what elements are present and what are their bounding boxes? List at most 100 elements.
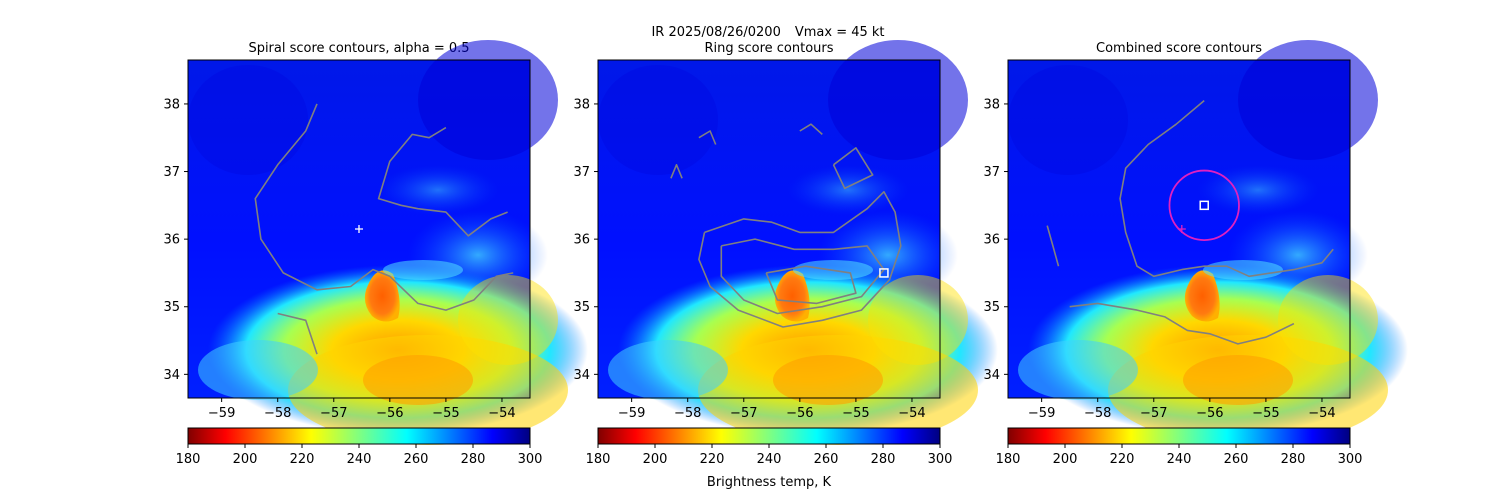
marker-group [879,268,889,278]
score-contour [254,103,514,311]
colorbar-tick-label: 220 [700,452,725,467]
colorbar-tick-label: 180 [176,452,201,467]
suptitle: IR 2025/08/26/0200 Vmax = 45 kt [651,25,884,40]
colorbar-label: Brightness temp, K [707,475,832,490]
colorbar-ticks: 180 200 220 240 260 280 300 [176,444,543,467]
colorbar-tick-label: 200 [233,452,258,467]
colorbar-tick-label: 220 [290,452,315,467]
x-axis: −59 −58 −57 −56 −55 −54 [1028,398,1336,421]
best-fit-marker [1199,200,1209,211]
x-tick-label: −54 [488,406,515,421]
y-tick-label: 35 [573,300,590,315]
score-contour [377,126,508,237]
colorbar-tick-label: 240 [347,452,372,467]
score-contour [720,238,885,315]
colorbar-tick-label: 240 [757,452,782,467]
panel-spiral: Spiral score contours, alpha = 0.5 −59 −5… [163,40,588,467]
fit-ring [1168,169,1240,242]
colorbar-tick-label: 240 [1167,452,1192,467]
x-tick-label: −57 [730,406,757,421]
y-tick-label: 38 [573,97,590,112]
contour-group [1046,99,1334,345]
colorbar-tick-label: 300 [518,452,543,467]
axes-frame [1007,59,1351,399]
panel-combined: Combined score contours −59 −58 −57 −56 −55−… [983,40,1408,467]
colorbar-tick-label: 200 [643,452,668,467]
y-tick-label: 34 [983,368,1000,383]
x-tick-label: −55 [432,406,459,421]
score-contour [1046,225,1060,267]
contour-group [670,123,902,328]
colorbar [597,427,941,445]
center-marker [355,225,363,233]
contour-group [254,103,514,355]
colorbar-tick-label: 260 [1224,452,1249,467]
y-axis: 34 35 36 37 38 [163,97,188,383]
colorbar-tick-label: 300 [1338,452,1363,467]
y-tick-label: 36 [163,233,180,248]
x-tick-label: −56 [1196,406,1223,421]
center-marker [1177,225,1186,233]
colorbar-tick-label: 260 [814,452,839,467]
score-contour [698,191,902,328]
colorbar-tick-label: 220 [1110,452,1135,467]
x-tick-label: −56 [786,406,813,421]
colorbar-tick-label: 180 [996,452,1021,467]
score-contour [832,147,874,190]
panel-title: Combined score contours [1096,41,1262,56]
y-tick-label: 34 [163,368,180,383]
colorbar-tick-label: 260 [404,452,429,467]
y-tick-label: 35 [983,300,1000,315]
heatmap-field [1008,40,1408,445]
score-contour [1119,99,1334,278]
marker-group [355,225,363,233]
heatmap-field [598,40,998,445]
colorbar-tick-label: 280 [1281,452,1306,467]
colorbar-tick-label: 280 [461,452,486,467]
score-contour [765,265,857,305]
colorbar-ticks: 180 200 220 240 260 280 300 [586,444,953,467]
x-tick-label: −57 [1140,406,1167,421]
score-contour [277,312,318,355]
x-tick-label: −58 [264,406,291,421]
panel-ring: Ring score contours −59 −58 −57 −56 −55 −54 3… [573,40,998,490]
y-tick-label: 36 [983,233,1000,248]
y-tick-label: 38 [163,97,180,112]
y-tick-label: 37 [983,165,1000,180]
axes-frame [597,59,941,399]
y-axis: 34 35 36 37 38 [983,97,1008,383]
colorbar [1007,427,1351,445]
suptitle-product-time: IR 2025/08/26/0200 [651,25,780,40]
y-tick-label: 37 [163,165,180,180]
y-tick-label: 38 [983,97,1000,112]
marker-group [1168,169,1240,242]
colorbar-tick-label: 280 [871,452,896,467]
x-tick-label: −59 [208,406,235,421]
x-axis: −59 −58 −57 −56 −55 −54 [208,398,516,421]
score-contour [670,164,683,179]
score-contour [799,123,823,135]
x-tick-label: −57 [320,406,347,421]
panel-title: Ring score contours [704,41,833,56]
score-contour [1069,302,1295,345]
colorbar-ticks: 180 200 220 240 260 280 300 [996,444,1363,467]
colorbar-tick-label: 200 [1053,452,1078,467]
axes-frame [187,59,531,399]
y-axis: 34 35 36 37 38 [573,97,598,383]
x-tick-label: −56 [376,406,403,421]
colorbar-tick-label: 180 [586,452,611,467]
x-tick-label: −54 [898,406,925,421]
y-tick-label: 34 [573,368,590,383]
x-tick-label: −54 [1308,406,1335,421]
y-tick-label: 36 [573,233,590,248]
panel-title: Spiral score contours, alpha = 0.5 [248,41,469,56]
x-axis: −59 −58 −57 −56 −55 −54 [618,398,926,421]
heatmap-field [188,40,588,445]
x-tick-label: −59 [1028,406,1055,421]
y-tick-label: 35 [163,300,180,315]
y-tick-label: 37 [573,165,590,180]
colorbar-tick-label: 300 [928,452,953,467]
suptitle-vmax: Vmax = 45 kt [795,25,885,40]
x-tick-label: −55 [842,406,869,421]
